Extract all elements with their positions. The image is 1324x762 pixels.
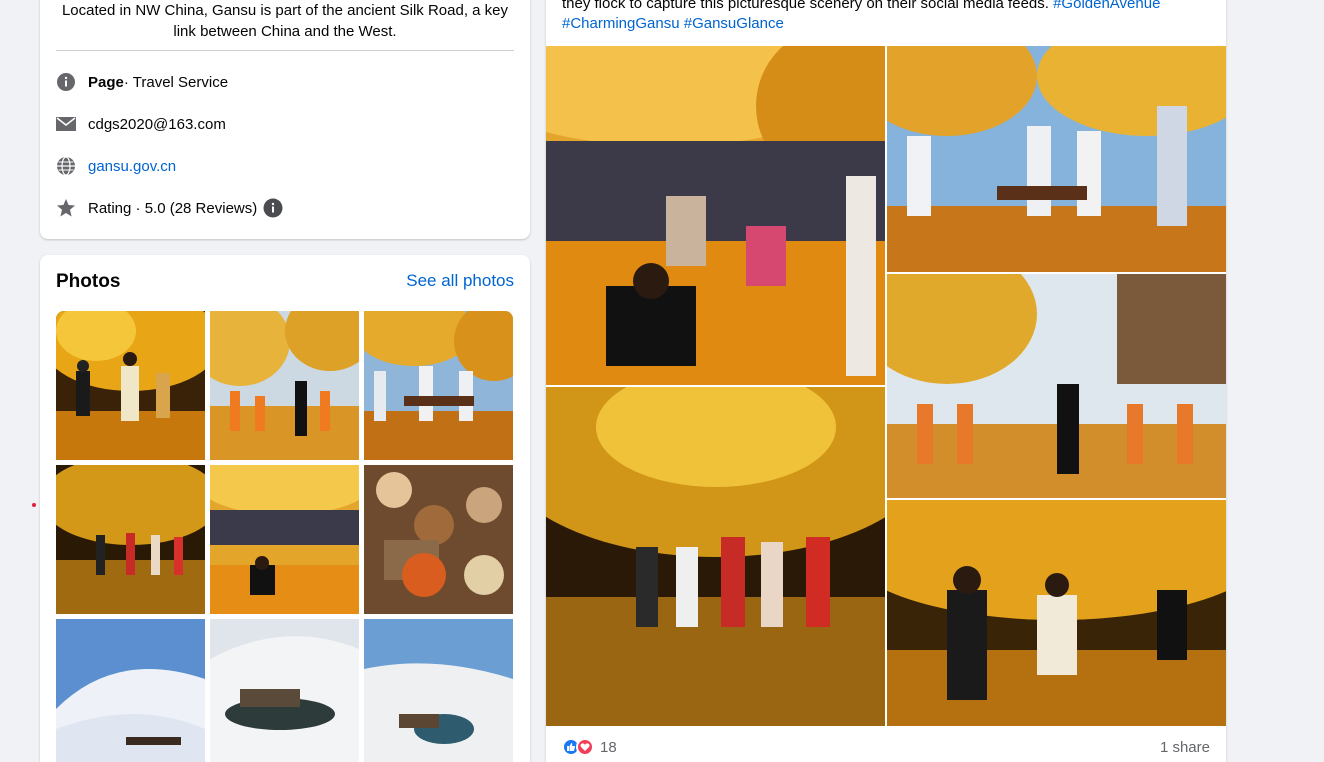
intro-description: Located in NW China, Gansu is part of th… — [61, 2, 509, 40]
desert-camels-photo[interactable] — [56, 619, 205, 762]
website-link[interactable]: gansu.gov.cn — [88, 157, 177, 175]
crescent-spring-snow-photo[interactable] — [210, 619, 359, 762]
photo-grid — [56, 311, 514, 762]
ginkgo-night-photo[interactable] — [56, 311, 205, 460]
post-photo-performers[interactable] — [887, 46, 1226, 272]
rating-info-icon[interactable] — [263, 198, 283, 218]
post-text-line: they flock to capture this picturesque s… — [562, 0, 1054, 12]
hashtag-golden-avenue[interactable]: #GoldenAvenue — [1053, 0, 1161, 12]
email-text[interactable]: cdgs2020@163.com — [88, 115, 226, 133]
star-icon — [56, 198, 76, 218]
photos-card: Photos See all photos — [40, 255, 530, 762]
post-photo-kids-leaves[interactable] — [887, 274, 1226, 498]
email-row[interactable]: cdgs2020@163.com — [56, 112, 226, 136]
red-dot-marker — [32, 503, 36, 507]
post-text: they flock to capture this picturesque s… — [562, 0, 1210, 34]
reactions-count: 18 — [600, 738, 617, 756]
post-photo-ginkgo-crowd[interactable] — [546, 46, 885, 385]
page-category: · Travel Service — [123, 73, 229, 91]
post-card: they flock to capture this picturesque s… — [546, 0, 1226, 762]
page-label: Page — [88, 73, 124, 91]
post-photo-night-dance[interactable] — [546, 387, 885, 726]
envelope-icon — [56, 114, 76, 134]
ginkgo-crowd-photo[interactable] — [210, 465, 359, 614]
ginkgo-performers-photo[interactable] — [364, 311, 513, 460]
love-reaction-icon — [576, 738, 594, 756]
rating-row: Rating · 5.0 (28 Reviews) — [56, 196, 283, 220]
hashtag-gansu-glance[interactable]: #GansuGlance — [683, 15, 784, 32]
photos-title: Photos — [56, 271, 121, 292]
oasis-snow-photo[interactable] — [364, 619, 513, 762]
rating-text: Rating · 5.0 (28 Reviews) — [88, 199, 258, 217]
hashtag-charming-gansu[interactable]: #CharmingGansu — [562, 15, 680, 32]
info-icon — [56, 72, 76, 92]
see-all-photos-link[interactable]: See all photos — [406, 271, 514, 290]
globe-icon — [56, 156, 76, 176]
intro-divider — [56, 50, 514, 51]
intro-card: Located in NW China, Gansu is part of th… — [40, 0, 530, 239]
reactions-summary[interactable]: 18 — [562, 738, 617, 756]
ginkgo-night-dance-photo[interactable] — [56, 465, 205, 614]
website-row[interactable]: gansu.gov.cn — [56, 154, 176, 178]
page-category-row: Page · Travel Service — [56, 70, 228, 94]
shares-count[interactable]: 1 share — [1159, 738, 1210, 756]
ginkgo-street-crowd-photo[interactable] — [210, 311, 359, 460]
post-footer: 18 1 share — [562, 736, 1210, 758]
post-image-collage — [546, 46, 1226, 726]
post-photo-night-leaves[interactable] — [887, 500, 1226, 726]
tea-table-photo[interactable] — [364, 465, 513, 614]
